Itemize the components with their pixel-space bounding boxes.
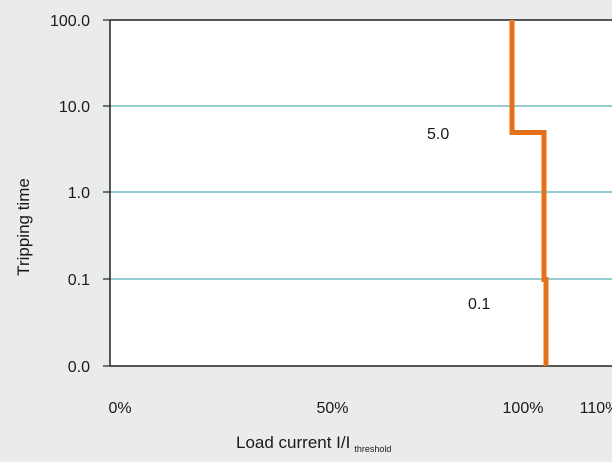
y-tick-label: 0.1 bbox=[68, 272, 90, 289]
x-tick-labels: 0% 50% 100% 110% bbox=[108, 400, 612, 417]
x-axis-label: Load current I/I threshold bbox=[236, 433, 391, 454]
y-axis-label: Tripping time bbox=[14, 178, 33, 276]
x-tick-label: 50% bbox=[316, 400, 348, 417]
x-tick-label: 110% bbox=[580, 400, 612, 417]
y-tick-labels: 100.0 10.0 1.0 0.1 0.0 bbox=[50, 13, 110, 376]
y-tick-label: 0.0 bbox=[68, 359, 90, 376]
x-tick-label: 0% bbox=[108, 400, 131, 417]
annotation-0-1: 0.1 bbox=[468, 296, 490, 313]
y-tick-label: 1.0 bbox=[68, 185, 90, 202]
y-tick-label: 100.0 bbox=[50, 13, 90, 30]
x-tick-label: 100% bbox=[503, 400, 544, 417]
plot-area bbox=[110, 20, 612, 366]
tripping-curve-line bbox=[509, 20, 549, 366]
x-axis-label-subscript: threshold bbox=[354, 444, 391, 454]
x-axis-label-main: Load current I/I bbox=[236, 433, 350, 452]
y-tick-label: 10.0 bbox=[59, 99, 90, 116]
annotation-5-0: 5.0 bbox=[427, 126, 449, 143]
grid-lines bbox=[110, 105, 612, 280]
